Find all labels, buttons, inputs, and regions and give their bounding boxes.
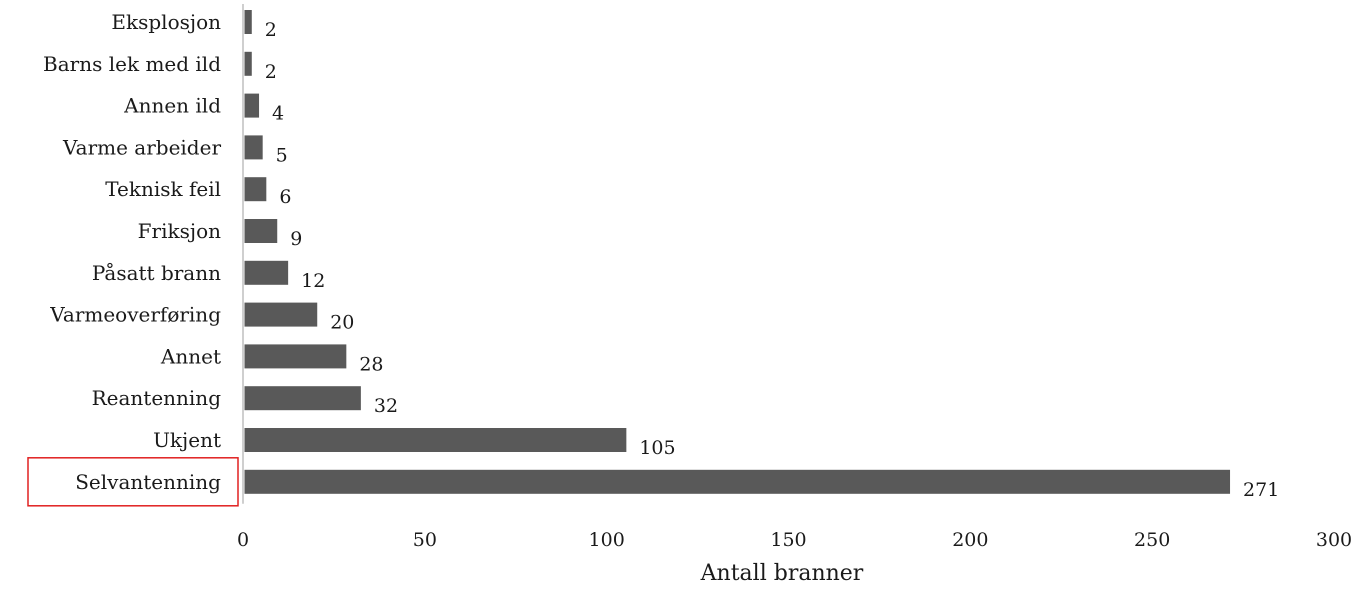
bars-group <box>244 10 1231 494</box>
value-label: 4 <box>272 103 284 125</box>
bar <box>244 344 347 369</box>
category-label: Ukjent <box>153 428 221 452</box>
x-tick-label: 50 <box>413 529 437 551</box>
bar <box>244 51 252 76</box>
highlight-box <box>27 457 239 507</box>
category-label: Varme arbeider <box>62 135 221 159</box>
value-label: 20 <box>330 312 354 334</box>
bar <box>244 135 263 160</box>
category-label: Varmeoverføring <box>49 303 221 327</box>
category-label: Barns lek med ild <box>43 52 221 76</box>
category-label: Annen ild <box>123 94 221 118</box>
x-tick-label: 150 <box>770 529 806 551</box>
bar <box>244 10 252 34</box>
tick-labels: 0 50 100 150 200 250 300 <box>237 529 1352 551</box>
category-label: Teknisk feil <box>105 177 221 201</box>
category-label: Reantenning <box>92 386 222 410</box>
bar <box>244 302 318 327</box>
value-label: 28 <box>359 353 383 375</box>
category-label: Annet <box>160 344 221 368</box>
bar <box>244 219 278 243</box>
category-label: Selvantenning <box>75 470 221 494</box>
value-label: 9 <box>290 228 302 250</box>
x-tick-label: 100 <box>589 529 625 551</box>
bar <box>244 260 289 285</box>
bar <box>244 386 361 411</box>
bar <box>244 469 1231 494</box>
category-label: Eksplosjon <box>111 10 221 34</box>
value-label: 12 <box>301 270 325 292</box>
category-labels: Eksplosjon Barns lek med ild Annen ild Varm… <box>27 10 239 507</box>
value-label: 2 <box>265 19 277 41</box>
value-label: 271 <box>1243 479 1279 501</box>
value-label: 6 <box>279 186 291 208</box>
value-label: 32 <box>374 395 398 417</box>
x-tick-label: 200 <box>952 529 988 551</box>
x-tick-label: 0 <box>237 529 249 551</box>
x-tick-label: 250 <box>1134 529 1170 551</box>
value-label: 105 <box>639 437 675 459</box>
x-tick-label: 300 <box>1316 529 1352 551</box>
category-label: Påsatt brann <box>92 261 221 285</box>
bar <box>244 428 627 452</box>
bar <box>244 177 267 202</box>
category-label: Friksjon <box>138 219 221 243</box>
value-label: 5 <box>276 144 288 166</box>
value-label: 2 <box>265 61 277 83</box>
x-axis-title: Antall branner <box>700 561 864 586</box>
bar <box>244 93 260 118</box>
